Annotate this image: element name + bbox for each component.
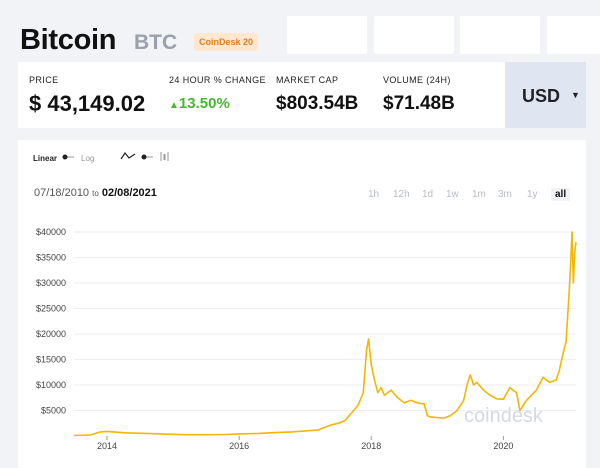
- nav-tab-placeholder-2[interactable]: [374, 16, 454, 54]
- price-chart[interactable]: $40000 $35000 $30000 $25000 $20000 $15000 $100…: [18, 140, 586, 468]
- switch-icon: [141, 154, 153, 160]
- change-value-wrap: ▲13.50%: [169, 95, 230, 112]
- timeframe-1m[interactable]: 1m: [472, 189, 486, 200]
- section-gap: [0, 128, 600, 140]
- coindesk-20-badge[interactable]: CoinDesk 20: [194, 33, 258, 51]
- timeframe-1w[interactable]: 1w: [446, 189, 459, 200]
- y-tick-label: $10000: [36, 380, 66, 390]
- timeframe-1d[interactable]: 1d: [422, 189, 434, 200]
- scale-switch[interactable]: [62, 153, 76, 163]
- nav-tab-placeholder-4[interactable]: [547, 16, 600, 54]
- chevron-down-icon: ▼: [571, 90, 580, 100]
- date-to-word: to: [92, 189, 99, 198]
- y-tick-label: $35000: [36, 253, 66, 263]
- switch-icon: [62, 154, 74, 160]
- price-line: [73, 231, 577, 437]
- y-tick-label: $30000: [36, 278, 66, 288]
- market-cap-value: $803.54B: [276, 93, 359, 114]
- timeframe-12h[interactable]: 12h: [393, 189, 410, 200]
- y-tick-label: $20000: [36, 329, 66, 339]
- chart-grid: [74, 231, 576, 411]
- line-chart-icon[interactable]: [120, 151, 136, 163]
- coindesk-watermark: coindesk: [464, 405, 544, 427]
- date-from[interactable]: 07/18/2010: [34, 187, 90, 199]
- price-value: $ 43,149.02: [29, 91, 146, 116]
- nav-tab-placeholder-3[interactable]: [460, 16, 540, 54]
- chart-card: Linear Log 07/18/2010 to 02/08/2021 1h 1…: [18, 140, 586, 468]
- coin-name: Bitcoin: [20, 24, 117, 56]
- x-axis-ticks: 2014 2016 2018 2020: [97, 436, 513, 451]
- date-range[interactable]: 07/18/2010 to 02/08/2021: [34, 187, 157, 199]
- y-axis-ticks: $40000 $35000 $30000 $25000 $20000 $15000 $100…: [36, 227, 66, 416]
- currency-value: USD: [522, 86, 561, 106]
- change-value: 13.50%: [178, 95, 230, 112]
- stats-panel: PRICE $ 43,149.02 24 HOUR % CHANGE ▲13.5…: [18, 62, 586, 128]
- timeframe-all[interactable]: all: [551, 188, 571, 201]
- timeframe-3m[interactable]: 3m: [498, 189, 512, 200]
- coin-symbol: BTC: [134, 31, 178, 54]
- change-label: 24 HOUR % CHANGE: [169, 75, 266, 85]
- header-bar: Bitcoin BTC CoinDesk 20: [0, 0, 600, 62]
- volume-label: VOLUME (24H): [383, 75, 451, 85]
- x-tick-label: 2018: [361, 441, 381, 451]
- x-tick-label: 2020: [493, 441, 513, 451]
- x-tick-label: 2014: [97, 441, 117, 451]
- log-toggle-label[interactable]: Log: [81, 154, 95, 163]
- y-tick-label: $15000: [36, 355, 66, 365]
- date-to[interactable]: 02/08/2021: [101, 187, 157, 199]
- price-label: PRICE: [29, 75, 59, 85]
- y-tick-label: $25000: [36, 304, 66, 314]
- market-cap-label: MARKET CAP: [276, 75, 339, 85]
- x-tick-label: 2016: [229, 441, 249, 451]
- candlestick-icon[interactable]: [159, 151, 171, 164]
- volume-value: $71.48B: [383, 93, 455, 114]
- timeframe-1y[interactable]: 1y: [527, 189, 538, 200]
- chart-type-switch[interactable]: [141, 153, 155, 163]
- y-tick-label: $5000: [41, 406, 66, 416]
- linear-toggle-label[interactable]: Linear: [33, 154, 58, 163]
- currency-select[interactable]: USD ▼: [505, 62, 586, 128]
- timeframe-1h[interactable]: 1h: [368, 189, 380, 200]
- up-arrow-icon: ▲: [169, 100, 179, 111]
- y-tick-label: $40000: [36, 227, 66, 237]
- nav-tab-placeholder-1[interactable]: [287, 16, 367, 54]
